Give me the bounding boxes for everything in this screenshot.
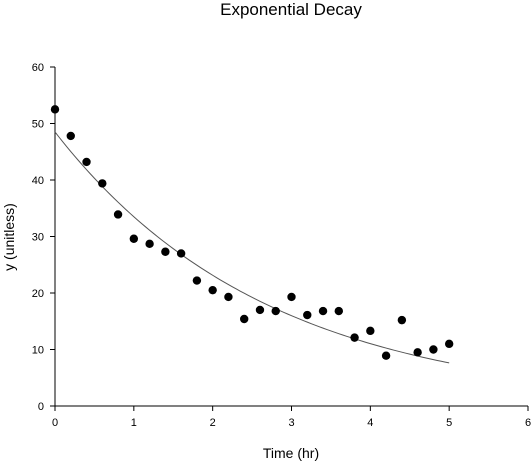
data-point bbox=[113, 210, 123, 219]
data-point bbox=[287, 292, 296, 302]
data-point bbox=[66, 131, 75, 141]
y-tick-label: 10 bbox=[32, 345, 44, 357]
y-tick-label: 60 bbox=[32, 62, 44, 74]
data-point bbox=[192, 276, 202, 285]
data-points bbox=[50, 105, 454, 360]
y-tick-label: 40 bbox=[32, 175, 44, 187]
y-axis-ticks: 0 10 20 30 40 50 60 bbox=[32, 62, 55, 413]
data-point bbox=[429, 345, 438, 354]
data-point bbox=[224, 292, 233, 302]
data-point bbox=[413, 348, 422, 357]
y-tick-label: 30 bbox=[32, 232, 44, 244]
data-point bbox=[98, 179, 107, 188]
data-point bbox=[161, 247, 170, 256]
data-point bbox=[176, 249, 186, 258]
x-tick-label: 1 bbox=[131, 417, 137, 429]
data-point bbox=[208, 285, 217, 295]
data-point bbox=[366, 326, 375, 336]
data-point bbox=[145, 239, 154, 249]
data-point bbox=[50, 105, 60, 114]
data-point bbox=[397, 315, 407, 325]
data-point bbox=[350, 333, 359, 342]
chart-title: Exponential Decay bbox=[220, 0, 362, 19]
axes: 0 1 2 3 4 5 6 0 10 20 30 40 50 60 bbox=[32, 62, 531, 429]
fit-curves bbox=[54, 131, 450, 364]
x-tick-label: 6 bbox=[525, 417, 531, 429]
x-tick-label: 0 bbox=[52, 417, 58, 429]
y-tick-label: 50 bbox=[32, 119, 44, 131]
y-axis-label: y (unitless) bbox=[1, 203, 17, 271]
x-tick-label: 3 bbox=[288, 417, 294, 429]
data-point bbox=[255, 305, 265, 315]
data-point bbox=[444, 339, 454, 349]
y-tick-label: 20 bbox=[32, 288, 44, 300]
data-point bbox=[318, 306, 328, 316]
data-point bbox=[271, 306, 280, 316]
exponential-fit-curve bbox=[54, 131, 450, 364]
data-point bbox=[381, 351, 391, 360]
y-tick-label: 0 bbox=[38, 401, 44, 413]
data-point bbox=[129, 234, 139, 243]
x-tick-label: 4 bbox=[367, 417, 373, 429]
x-tick-label: 5 bbox=[446, 417, 452, 429]
x-axis-label: Time (hr) bbox=[263, 445, 319, 461]
data-point bbox=[303, 310, 312, 320]
x-axis-ticks: 0 1 2 3 4 5 6 bbox=[52, 406, 531, 429]
data-point bbox=[240, 314, 249, 324]
data-point bbox=[82, 157, 91, 167]
data-point bbox=[334, 306, 343, 316]
x-tick-label: 2 bbox=[210, 417, 216, 429]
